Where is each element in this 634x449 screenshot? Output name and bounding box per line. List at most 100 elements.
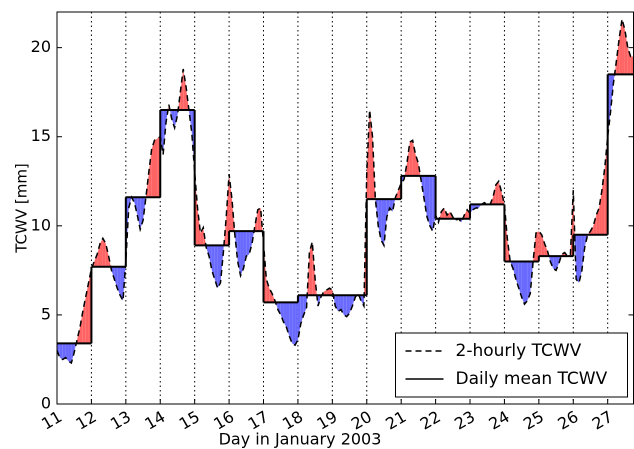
- fill-below: [361, 295, 364, 306]
- fill-below: [211, 245, 215, 280]
- fill-above: [151, 140, 155, 198]
- fill-below: [171, 110, 175, 128]
- fill-above: [186, 86, 189, 110]
- fill-above: [102, 238, 106, 267]
- x-tick-label: 22: [417, 407, 444, 434]
- fill-above: [619, 19, 623, 75]
- fill-below: [71, 343, 75, 364]
- fill-below: [295, 302, 298, 346]
- fill-below: [381, 199, 384, 246]
- fill-below: [237, 231, 241, 276]
- fill-above: [79, 311, 83, 344]
- fill-below: [243, 231, 247, 269]
- fill-above: [464, 209, 468, 219]
- fill-above: [492, 184, 496, 205]
- fill-above: [599, 190, 602, 235]
- fill-below: [120, 266, 123, 301]
- legend-box: [395, 332, 628, 398]
- fill-below: [378, 199, 382, 241]
- fill-below: [68, 343, 72, 364]
- x-tick-label: 21: [382, 407, 409, 434]
- y-tick-label: 0: [41, 394, 51, 413]
- fill-above: [85, 282, 89, 344]
- fill-above: [82, 297, 86, 344]
- fill-below: [117, 266, 121, 296]
- fill-above: [329, 288, 333, 296]
- fill-above: [145, 172, 149, 198]
- fill-below: [515, 261, 519, 289]
- fill-above: [535, 231, 539, 262]
- fill-above: [630, 56, 634, 75]
- fill-above: [415, 154, 419, 176]
- fill-below: [527, 261, 531, 301]
- fill-below: [335, 295, 339, 312]
- fill-above: [538, 231, 542, 257]
- fill-above: [315, 279, 317, 296]
- fill-above: [495, 181, 499, 205]
- fill-below: [214, 245, 218, 289]
- fill-above: [200, 227, 204, 246]
- fill-below: [581, 234, 585, 271]
- fill-below: [283, 302, 287, 328]
- fill-below: [300, 295, 304, 324]
- x-tick-label: 26: [554, 407, 581, 434]
- fill-below: [62, 343, 66, 360]
- x-tick-label: 13: [107, 407, 134, 434]
- fill-below: [277, 302, 281, 315]
- fill-below: [383, 199, 387, 246]
- fill-below: [524, 261, 528, 305]
- fill-above: [439, 211, 442, 219]
- fill-above: [266, 279, 270, 303]
- fill-below: [137, 197, 141, 230]
- fill-below: [289, 302, 293, 344]
- fill-below: [246, 231, 250, 257]
- x-tick-label: 27: [589, 407, 616, 434]
- fill-below: [521, 261, 525, 305]
- fill-below: [59, 343, 63, 360]
- fill-below: [297, 295, 301, 340]
- x-tick-label: 14: [141, 407, 168, 434]
- y-tick-label: 15: [31, 126, 51, 145]
- fill-below: [553, 256, 557, 271]
- legend-label: 2-hourly TCWV: [456, 341, 582, 361]
- fill-below: [280, 302, 284, 323]
- fill-below: [303, 295, 307, 315]
- fill-below: [386, 199, 390, 217]
- fill-below: [576, 234, 580, 283]
- fill-above: [412, 140, 416, 176]
- line-2-hourly: [56, 18, 634, 365]
- fill-above: [97, 243, 101, 267]
- y-tick-label: 10: [31, 215, 51, 234]
- y-axis-label: TCWV [mm]: [13, 163, 31, 254]
- fill-below: [140, 197, 144, 230]
- fill-below: [114, 266, 118, 289]
- x-tick-label: 24: [486, 407, 513, 434]
- fill-below: [429, 175, 433, 232]
- fill-above: [309, 241, 313, 296]
- x-tick-label: 23: [451, 407, 478, 434]
- x-tick-label: 15: [176, 407, 203, 434]
- fill-above: [601, 167, 605, 235]
- x-tick-label: 12: [73, 407, 100, 434]
- fill-above: [409, 140, 413, 176]
- fill-below: [343, 295, 347, 317]
- fill-below: [548, 256, 551, 262]
- fill-below: [252, 231, 255, 244]
- plot-area: [56, 12, 634, 404]
- fill-above: [596, 208, 600, 235]
- fill-below: [65, 343, 69, 362]
- fill-below: [249, 231, 253, 255]
- fill-below: [349, 295, 353, 314]
- x-tick-label: 25: [520, 407, 547, 434]
- fill-below: [518, 261, 522, 298]
- fill-above: [257, 208, 261, 232]
- fill-below: [424, 175, 427, 217]
- fill-below: [292, 302, 296, 346]
- fill-above: [269, 288, 273, 303]
- fill-below: [346, 295, 350, 317]
- fill-above: [154, 138, 158, 198]
- y-tick-label: 20: [31, 37, 51, 56]
- fill-below: [338, 295, 341, 312]
- fill-above: [616, 38, 620, 75]
